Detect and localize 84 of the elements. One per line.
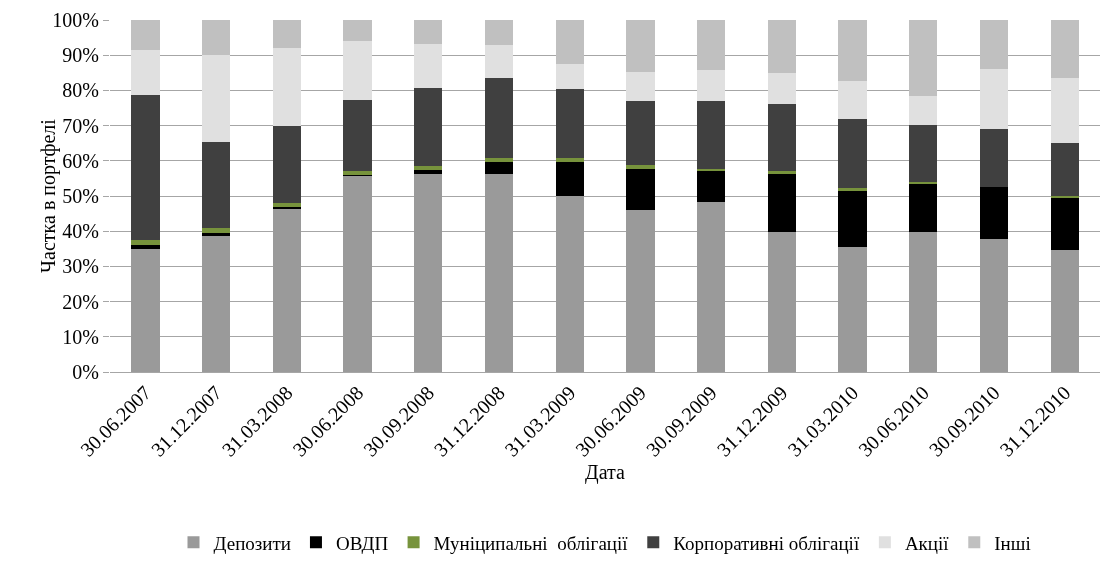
- y-tick-label: 40%: [62, 220, 99, 243]
- bar: [696, 20, 726, 71]
- bar: [909, 96, 938, 125]
- bar: [201, 54, 231, 143]
- legend-label: Інші: [994, 532, 1031, 554]
- bar: [838, 80, 867, 119]
- y-tick-label: 100%: [52, 9, 99, 31]
- bar: [696, 171, 726, 202]
- bar: [484, 77, 514, 158]
- bar: [909, 20, 938, 97]
- bar: [272, 48, 301, 126]
- bar: [696, 100, 726, 169]
- bar: [909, 124, 938, 182]
- y-tick-label: 50%: [62, 185, 99, 207]
- bar: [131, 20, 160, 50]
- y-tick-label: 80%: [62, 79, 99, 102]
- y-tick-label: 30%: [62, 255, 99, 278]
- bar: [414, 87, 443, 167]
- bar: [484, 162, 514, 175]
- bar: [626, 169, 655, 210]
- bar: [696, 70, 726, 101]
- bar: [555, 161, 584, 197]
- y-tick-label: 0%: [72, 361, 99, 383]
- bar: [343, 41, 372, 101]
- bar: [484, 45, 514, 78]
- bar: [1050, 142, 1079, 197]
- bar: [1050, 197, 1079, 250]
- bar: [626, 20, 655, 73]
- legend-label: Корпоративні облігації: [673, 532, 860, 554]
- y-tick-label: 10%: [62, 325, 99, 348]
- bar: [484, 157, 514, 163]
- bar: [343, 20, 372, 42]
- bar: [414, 44, 443, 88]
- y-tick-label: 20%: [62, 290, 99, 313]
- legend-label: Муніципальні облігації: [433, 532, 629, 554]
- bar: [272, 125, 301, 203]
- bar: [555, 20, 584, 64]
- y-tick-label: 90%: [62, 44, 99, 67]
- bar: [1050, 78, 1079, 143]
- bar: [555, 88, 584, 159]
- bar: [979, 69, 1009, 129]
- bar: [909, 181, 938, 185]
- legend-label: Депозити: [213, 532, 291, 554]
- bar: [767, 73, 796, 105]
- bar: [343, 171, 372, 176]
- bar: [131, 94, 160, 241]
- bar: [767, 174, 796, 233]
- bar: [909, 184, 938, 233]
- bar: [1050, 20, 1079, 79]
- legend-label: Акції: [904, 532, 950, 554]
- bar: [131, 49, 160, 95]
- bar: [767, 20, 796, 74]
- bar: [201, 20, 231, 55]
- bar: [201, 142, 231, 228]
- bar: [767, 104, 796, 172]
- y-tick-label: 60%: [62, 149, 99, 172]
- bar: [626, 100, 655, 166]
- y-tick-label: 70%: [62, 114, 99, 137]
- bar: [343, 100, 372, 172]
- bar: [626, 165, 655, 170]
- bar: [555, 64, 584, 89]
- bar: [838, 187, 867, 191]
- bar: [414, 20, 443, 45]
- bar: [979, 20, 1009, 70]
- bar: [414, 169, 443, 174]
- bar: [626, 72, 655, 101]
- bar: [414, 166, 443, 170]
- bar: [201, 227, 231, 233]
- bar: [272, 206, 301, 210]
- bar: [838, 118, 867, 188]
- bar: [838, 190, 867, 248]
- bar: [131, 244, 160, 249]
- bar: [131, 240, 160, 245]
- x-axis-title: Дата: [585, 460, 626, 484]
- bar: [555, 158, 584, 162]
- bar: [979, 186, 1009, 240]
- y-axis-title: Частка в портфелі: [37, 118, 61, 273]
- bar: [838, 20, 867, 81]
- bar: [767, 171, 796, 175]
- bar: [272, 202, 301, 207]
- bar: [979, 128, 1009, 187]
- bar: [484, 20, 514, 46]
- bar: [272, 20, 301, 49]
- legend-label: ОВДП: [335, 532, 389, 554]
